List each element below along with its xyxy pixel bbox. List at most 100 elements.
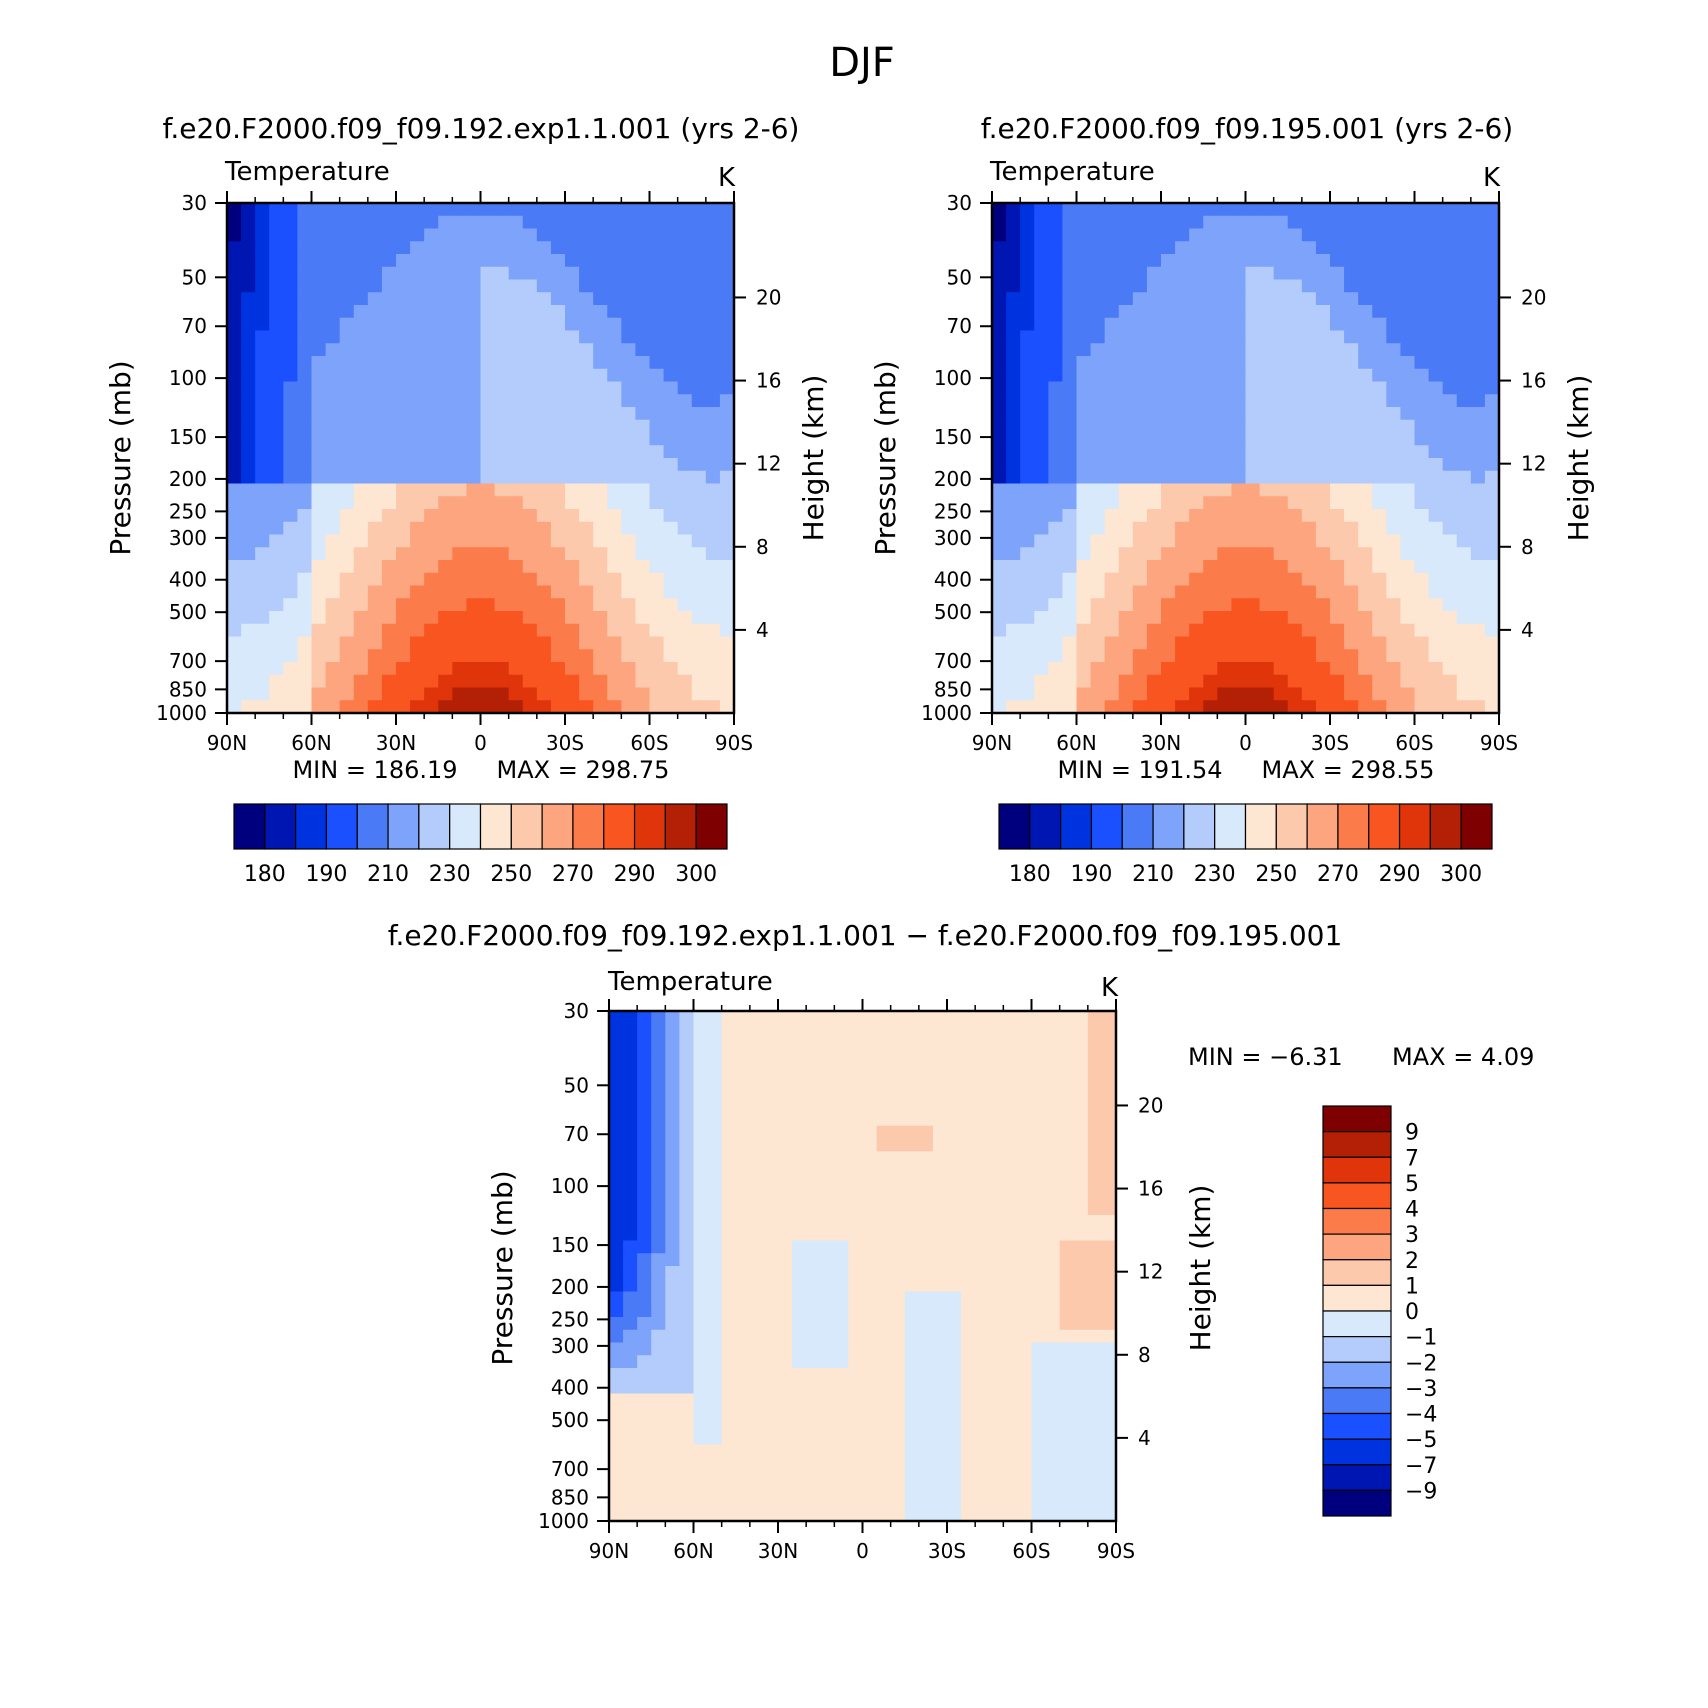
contour-cell: [975, 1176, 990, 1191]
contour-cell: [947, 1278, 962, 1293]
contour-cell: [705, 305, 721, 319]
contour-cell: [1090, 560, 1106, 574]
contour-cell: [1034, 547, 1049, 561]
contour-cell: [1315, 317, 1331, 332]
contour-cell: [452, 266, 468, 281]
contour-cell: [1372, 611, 1387, 625]
contour-cell: [1259, 215, 1275, 230]
contour-cell: [1358, 419, 1373, 434]
contour-cell: [1259, 343, 1275, 357]
contour-cell: [1048, 598, 1064, 612]
contour-cell: [876, 1202, 892, 1216]
contour-cell: [623, 1240, 638, 1254]
contour-cell: [480, 521, 496, 536]
contour-cell: [311, 623, 327, 638]
contour-cell: [1386, 215, 1402, 230]
contour-cell: [1006, 266, 1021, 281]
contour-cell: [679, 1176, 695, 1191]
contour-cell: [1048, 496, 1064, 510]
contour-cell: [721, 1304, 737, 1318]
contour-cell: [890, 1011, 906, 1025]
contour-cell: [1372, 368, 1387, 383]
contour-cell: [763, 1151, 779, 1165]
contour-cell: [494, 483, 510, 497]
contour-cell: [1104, 305, 1120, 319]
contour-cell: [621, 547, 637, 561]
contour-cell: [1146, 547, 1162, 561]
contour-cell: [452, 458, 468, 472]
contour-cell: [410, 394, 425, 408]
contour-cell: [1344, 611, 1359, 625]
contour-cell: [1020, 305, 1035, 319]
contour-cell: [637, 1125, 652, 1140]
contour-cell: [1203, 458, 1218, 472]
contour-cell: [593, 674, 608, 689]
contour-cell: [763, 1062, 779, 1076]
contour-cell: [311, 585, 327, 599]
contour-cell: [1104, 585, 1120, 599]
contour-cell: [480, 394, 496, 408]
contour-cell: [241, 330, 256, 344]
contour-cell: [649, 585, 665, 599]
contour-cell: [607, 572, 622, 587]
contour-cell: [227, 432, 242, 446]
contour-cell: [623, 1431, 638, 1446]
contour-cell: [1003, 1100, 1019, 1114]
contour-cell: [778, 1253, 793, 1267]
contour-cell: [1087, 1087, 1103, 1101]
contour-cell: [637, 1368, 652, 1382]
contour-cell: [550, 458, 566, 472]
contour-cell: [1045, 1355, 1061, 1369]
contour-cell: [1020, 445, 1035, 459]
contour-cell: [1203, 330, 1218, 344]
contour-cell: [635, 521, 651, 536]
contour-cell: [227, 470, 242, 485]
contour-cell: [1358, 368, 1373, 383]
contour-cell: [1045, 1419, 1061, 1433]
contour-cell: [452, 623, 468, 638]
contour-cell: [705, 266, 721, 281]
contour-cell: [820, 1342, 835, 1356]
contour-cell: [1073, 1393, 1089, 1407]
contour-cell: [1484, 649, 1500, 663]
contour-cell: [367, 687, 383, 701]
contour-cell: [1203, 356, 1218, 370]
contour-cell: [1358, 598, 1373, 612]
contour-cell: [975, 1457, 990, 1471]
contour-cell: [367, 292, 383, 306]
contour-cell: [1017, 1113, 1033, 1127]
contour-cell: [1045, 1457, 1061, 1471]
contour-cell: [1456, 343, 1472, 357]
contour-cell: [665, 1304, 681, 1318]
contour-cell: [1470, 700, 1486, 714]
contour-plot: 90N 60N 30N 0 30S 60S 90S305070100150200250300…: [538, 999, 1163, 1563]
contour-cell: [494, 458, 510, 472]
contour-cell: [1031, 1431, 1047, 1446]
contour-cell: [593, 521, 608, 536]
contour-cell: [792, 1049, 807, 1063]
contour-cell: [707, 1457, 723, 1471]
contour-cell: [297, 572, 313, 587]
contour-cell: [396, 547, 411, 561]
contour-cell: [1175, 394, 1190, 408]
contour-cell: [992, 687, 1007, 701]
contour-cell: [579, 203, 594, 217]
contour-cell: [677, 445, 693, 459]
contour-cell: [452, 509, 468, 523]
contour-cell: [1076, 368, 1092, 383]
colorbar-box: [233, 803, 266, 850]
contour-cell: [1087, 1113, 1103, 1127]
contour-cell: [1456, 266, 1472, 281]
contour-cell: [707, 1036, 723, 1050]
y-axis-right-label: Height (km): [1562, 375, 1595, 542]
contour-cell: [707, 1266, 723, 1280]
contour-cell: [975, 1215, 990, 1229]
contour-cell: [1330, 368, 1345, 383]
contour-cell: [947, 1049, 962, 1063]
contour-cell: [550, 700, 566, 714]
contour-cell: [494, 598, 510, 612]
contour-cell: [679, 1253, 695, 1267]
contour-cell: [1059, 1100, 1075, 1114]
contour-cell: [665, 1393, 681, 1407]
contour-cell: [947, 1189, 962, 1203]
